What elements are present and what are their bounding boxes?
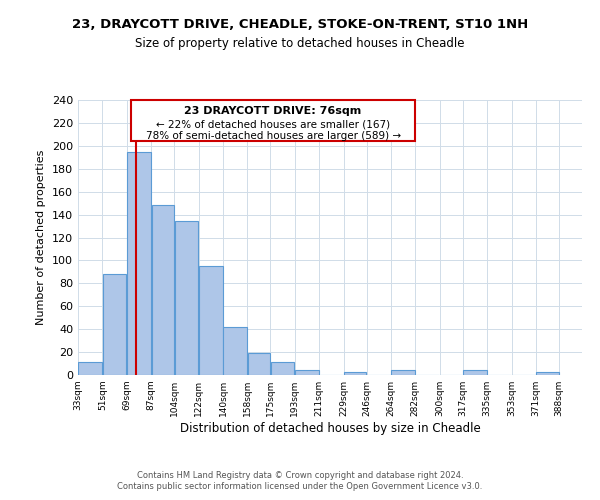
Text: Contains HM Land Registry data © Crown copyright and database right 2024.: Contains HM Land Registry data © Crown c… — [137, 471, 463, 480]
X-axis label: Distribution of detached houses by size in Cheadle: Distribution of detached houses by size … — [179, 422, 481, 435]
Bar — [536, 372, 559, 375]
Text: Size of property relative to detached houses in Cheadle: Size of property relative to detached ho… — [135, 38, 465, 51]
Text: ← 22% of detached houses are smaller (167): ← 22% of detached houses are smaller (16… — [156, 120, 390, 130]
Bar — [103, 274, 127, 375]
Y-axis label: Number of detached properties: Number of detached properties — [37, 150, 46, 325]
Text: 23, DRAYCOTT DRIVE, CHEADLE, STOKE-ON-TRENT, ST10 1NH: 23, DRAYCOTT DRIVE, CHEADLE, STOKE-ON-TR… — [72, 18, 528, 30]
Bar — [199, 266, 223, 375]
Bar — [344, 372, 366, 375]
Bar — [79, 362, 102, 375]
Bar — [223, 327, 247, 375]
Bar — [463, 370, 487, 375]
Bar — [295, 370, 319, 375]
Text: 23 DRAYCOTT DRIVE: 76sqm: 23 DRAYCOTT DRIVE: 76sqm — [184, 106, 362, 116]
Bar — [127, 152, 151, 375]
Text: Contains public sector information licensed under the Open Government Licence v3: Contains public sector information licen… — [118, 482, 482, 491]
Bar — [151, 206, 174, 375]
Bar — [391, 370, 415, 375]
Bar — [271, 362, 295, 375]
Text: 78% of semi-detached houses are larger (589) →: 78% of semi-detached houses are larger (… — [146, 131, 401, 141]
FancyBboxPatch shape — [131, 100, 415, 141]
Bar — [248, 353, 270, 375]
Bar — [175, 222, 198, 375]
